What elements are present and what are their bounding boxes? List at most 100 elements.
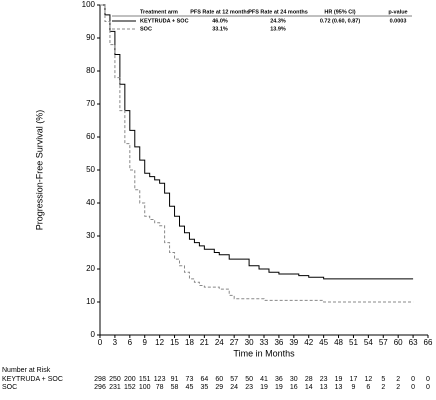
x-tick-label: 66 [424,338,433,347]
x-tick-label: 42 [304,338,313,347]
y-tick-label: 10 [86,297,95,306]
x-tick-label: 3 [113,338,118,347]
risk-value: 57 [230,376,238,383]
risk-value: 45 [186,384,194,391]
risk-value: 0 [411,376,415,383]
risk-value: 14 [305,384,313,391]
legend-header: HR (95% CI) [324,9,355,15]
x-tick-label: 48 [334,338,343,347]
risk-value: 16 [290,384,298,391]
risk-value: 231 [109,384,121,391]
risk-value: 64 [200,376,208,383]
risk-value: 151 [139,376,151,383]
x-tick-label: 18 [185,338,194,347]
survival-curve [100,4,414,280]
risk-value: 2 [381,384,385,391]
risk-value: 5 [381,376,385,383]
risk-value: 200 [124,376,136,383]
legend-cell: 0.72 (0.60, 0.87) [320,18,361,24]
x-tick-label: 12 [155,338,164,347]
risk-value: 2 [396,384,400,391]
risk-value: 41 [260,376,268,383]
risk-value: 298 [94,376,106,383]
risk-value: 60 [215,376,223,383]
risk-value: 0 [411,384,415,391]
x-tick-label: 57 [379,338,388,347]
legend-header: PFS Rate at 12 months [190,9,250,15]
y-tick-label: 40 [86,198,95,207]
risk-value: 13 [320,384,328,391]
risk-value: 28 [305,376,313,383]
y-tick-label: 0 [91,330,96,339]
risk-value: 296 [94,384,106,391]
x-tick-label: 45 [319,338,328,347]
x-tick-label: 30 [245,338,254,347]
y-axis-title: Progression-Free Survival (%) [34,110,44,231]
x-tick-label: 27 [230,338,239,347]
risk-value: 250 [109,376,121,383]
y-tick-label: 50 [86,165,95,174]
y-tick-label: 90 [86,33,95,42]
legend-header: p-value [388,9,407,15]
risk-value: 9 [352,384,356,391]
x-axis-title: Time in Months [233,348,295,358]
x-tick-label: 51 [349,338,358,347]
risk-value: 6 [366,384,370,391]
legend-cell: 13.9% [270,26,286,32]
y-tick-label: 80 [86,66,95,75]
risk-value: 73 [186,376,194,383]
x-tick-label: 24 [215,338,224,347]
risk-value: 78 [156,384,164,391]
legend-cell: 24.3% [270,18,286,24]
risk-value: 30 [290,376,298,383]
y-tick-label: 60 [86,132,95,141]
y-tick-label: 20 [86,264,95,273]
legend-cell: 0.0003 [390,18,407,24]
risk-row-label: KEYTRUDA + SOC [2,376,63,383]
x-tick-label: 0 [98,338,103,347]
x-tick-label: 39 [289,338,298,347]
risk-value: 12 [364,376,372,383]
risk-row-label: SOC [2,384,17,391]
risk-title: Number at Risk [2,367,51,374]
legend-label: KEYTRUDA + SOC [140,18,189,24]
risk-value: 29 [215,384,223,391]
x-tick-label: 6 [128,338,133,347]
x-tick-label: 63 [409,338,418,347]
survival-curve [100,4,414,303]
risk-value: 0 [426,376,430,383]
x-tick-label: 33 [260,338,269,347]
legend-header: PFS Rate at 24 months [248,9,308,15]
risk-value: 19 [275,384,283,391]
x-tick-label: 9 [143,338,148,347]
risk-value: 2 [396,376,400,383]
risk-value: 100 [139,384,151,391]
risk-value: 24 [230,384,238,391]
x-tick-label: 36 [274,338,283,347]
legend-header: Treatment arm [140,9,178,15]
y-tick-label: 70 [86,99,95,108]
risk-value: 50 [245,376,253,383]
x-tick-label: 15 [170,338,179,347]
risk-value: 36 [275,376,283,383]
y-tick-label: 100 [82,0,96,9]
legend-cell: 33.1% [212,26,228,32]
x-tick-label: 54 [364,338,373,347]
legend-label: SOC [140,26,152,32]
x-tick-label: 21 [200,338,209,347]
risk-value: 35 [200,384,208,391]
risk-value: 19 [260,384,268,391]
risk-value: 123 [154,376,166,383]
risk-value: 91 [171,376,179,383]
risk-value: 13 [335,384,343,391]
risk-value: 19 [335,376,343,383]
risk-value: 152 [124,384,136,391]
risk-value: 23 [245,384,253,391]
legend-cell: 46.0% [212,18,228,24]
risk-value: 58 [171,384,179,391]
risk-value: 17 [350,376,358,383]
risk-value: 0 [426,384,430,391]
y-tick-label: 30 [86,231,95,240]
x-tick-label: 60 [394,338,403,347]
